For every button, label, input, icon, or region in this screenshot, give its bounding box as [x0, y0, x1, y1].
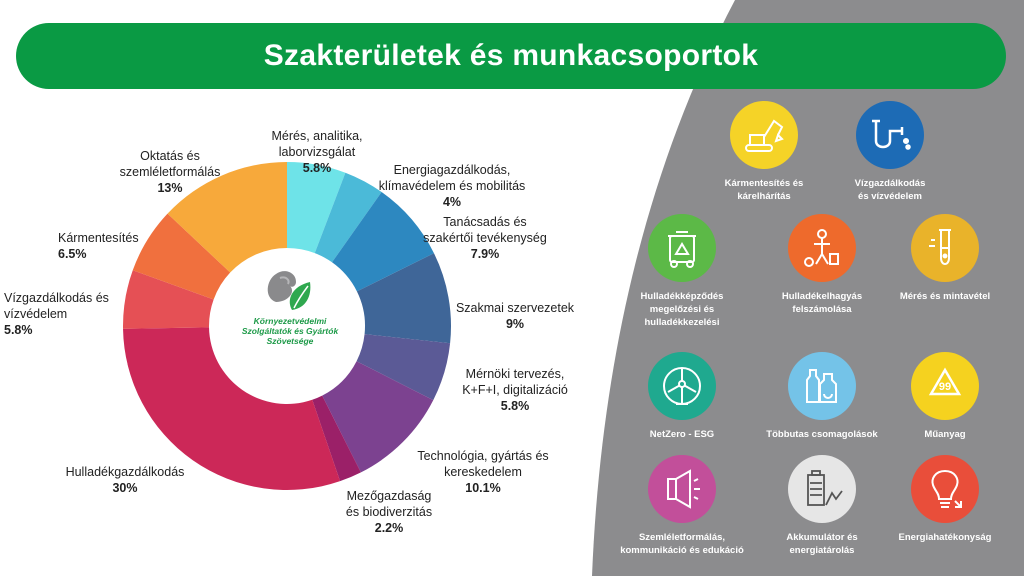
- workgroup-circle: 99: [911, 352, 979, 420]
- workgroup-circle: [911, 455, 979, 523]
- workgroup-szemleletformalas: Szemléletformálás, kommunikáció és edukác…: [607, 455, 757, 557]
- donut-slice-6: [312, 395, 361, 482]
- donut-slice-3: [356, 253, 451, 344]
- water-pipe-icon: [872, 119, 911, 150]
- workgroup-circle: [911, 214, 979, 282]
- shell-leaf-icon: [267, 271, 311, 310]
- label-karmentesites: Kármentesítés 6.5%: [58, 231, 139, 261]
- label-meres: Mérés, analitika, laborvizsgálat 5.8%: [271, 129, 363, 175]
- label-szakmai: Szakmai szervezetek 9%: [455, 301, 575, 331]
- excavator-icon: [745, 119, 784, 152]
- label-vizgazdalkodas: Vízgazdálkodás és vízvédelem 5.8%: [4, 291, 109, 337]
- plastic-recycle-icon: 99: [928, 367, 962, 396]
- workgroup-muanyag: 99 Műanyag: [870, 352, 1020, 441]
- workgroup-karmentesites: Kármentesítés és kárelhárítás: [689, 101, 839, 203]
- label-mernoki: Mérnöki tervezés, K+F+I, digitalizáció 5.8…: [462, 367, 568, 413]
- workgroup-akkumulator: Akkumulátor és energiatárolás: [747, 455, 897, 557]
- workgroup-tobbutas: Többutas csomagolások: [747, 352, 897, 441]
- donut-slice-1: [314, 172, 382, 263]
- litter-icon: [804, 229, 839, 267]
- test-tube-icon: [929, 229, 951, 265]
- workgroup-circle: [788, 214, 856, 282]
- donut-center: [210, 249, 364, 403]
- donut-slice-10: [167, 162, 287, 273]
- association-logo: Környezetvédelmi Szolgáltatók és Gyártók S…: [228, 262, 352, 386]
- svg-text:99: 99: [939, 381, 951, 393]
- workgroup-circle: [648, 214, 716, 282]
- label-technologia: Technológia, gyártás és kereskedelem 10.1%: [417, 449, 549, 495]
- page-title: Szakterületek és munkacsoportok: [263, 39, 759, 72]
- workgroup-hulladekelhagyas: Hulladékelhagyás felszámolása: [747, 214, 897, 316]
- megaphone-icon: [667, 469, 700, 509]
- battery-icon: [807, 470, 843, 506]
- donut-slice-7: [123, 327, 341, 490]
- workgroup-circle: [788, 352, 856, 420]
- workgroup-energiahatekonysag: Energiahatékonyság: [870, 455, 1020, 544]
- lightbulb-icon: [931, 469, 962, 508]
- label-oktatas: Oktatás és szemléletformálás 13%: [119, 149, 221, 195]
- label-hulladek: Hulladékgazdálkodás 30%: [65, 465, 185, 495]
- donut-slice-2: [332, 192, 434, 292]
- donut-slice-4: [356, 334, 451, 401]
- label-tanacsadas: Tanácsadás és szakértői tevékenység 7.9%: [423, 215, 547, 261]
- workgroup-circle: [856, 101, 924, 169]
- workgroup-meres: Mérés és mintavétel: [870, 214, 1020, 303]
- recycle-bin-icon: [668, 231, 696, 268]
- bottles-icon: [806, 369, 837, 403]
- workgroup-vizgazdalkodas: Vízgazdálkodás és vízvédelem: [815, 101, 965, 203]
- workgroup-hulladekkepzodes: Hulladékképződés megelőzési és hulladékkez…: [607, 214, 757, 329]
- label-energia: Energiagazdálkodás, klímavédelem és mobil…: [378, 163, 526, 209]
- donut-slice-0: [287, 162, 346, 254]
- donut-slice-8: [122, 270, 214, 329]
- wind-turbine-icon: [663, 367, 701, 405]
- title-banner: Szakterületek és munkacsoportok: [16, 23, 1006, 89]
- label-mezogazdasag: Mezőgazdaság és biodiverzitás 2.2%: [345, 489, 433, 535]
- workgroup-circle: [730, 101, 798, 169]
- logo-text: Környezetvédelmi Szolgáltatók és Gyártók S…: [241, 316, 339, 346]
- donut-slice-9: [132, 213, 231, 300]
- workgroup-circle: [648, 352, 716, 420]
- donut-slice-5: [322, 361, 434, 473]
- workgroup-netzero: NetZero - ESG: [607, 352, 757, 441]
- workgroup-circle: [788, 455, 856, 523]
- workgroup-circle: [648, 455, 716, 523]
